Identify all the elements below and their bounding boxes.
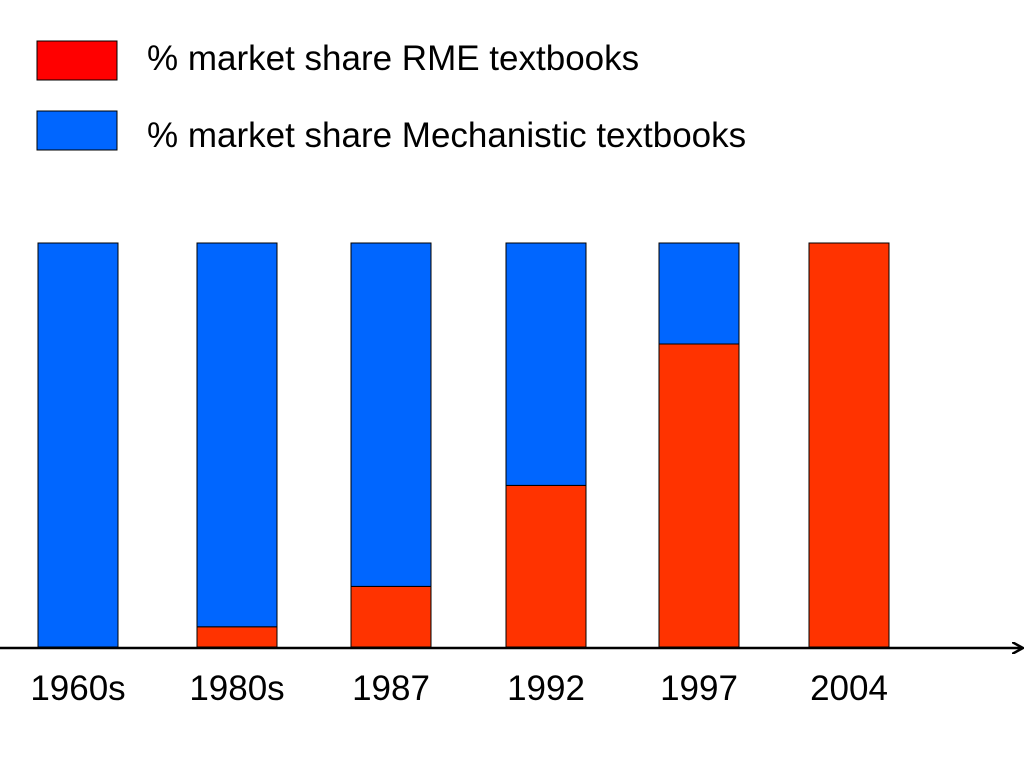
x-axis-tick-labels: 1960s 1980s 1987 1992 1997 2004 [30,669,888,708]
legend: % market share RME textbooks % market sh… [36,39,746,155]
legend-item-mechanistic: % market share Mechanistic textbooks [36,110,746,155]
bar-mechanistic-1997 [658,242,740,345]
bars-group [37,242,890,648]
legend-label-rme: % market share RME textbooks [147,39,639,78]
bar-rme-1980s [196,626,278,648]
bar-rme-1992 [505,484,587,648]
bar-mechanistic-1960s [37,242,119,648]
bar-rme-2004 [808,242,890,648]
legend-swatch-rme [36,40,118,81]
x-tick-label-1960s: 1960s [30,669,125,708]
bar-mechanistic-1980s [196,242,278,628]
legend-label-mechanistic: % market share Mechanistic textbooks [147,116,746,155]
legend-swatch-mechanistic [36,110,118,151]
x-tick-label-1987: 1987 [352,669,430,708]
bar-mechanistic-1992 [505,242,587,486]
x-tick-label-1992: 1992 [507,669,585,708]
legend-item-rme: % market share RME textbooks [36,39,639,81]
x-tick-label-1997: 1997 [660,669,738,708]
bar-rme-1987 [350,585,432,648]
bar-rme-1997 [658,343,740,648]
bar-mechanistic-1987 [350,242,432,587]
x-tick-label-2004: 2004 [810,669,888,708]
x-tick-label-1980s: 1980s [189,669,284,708]
